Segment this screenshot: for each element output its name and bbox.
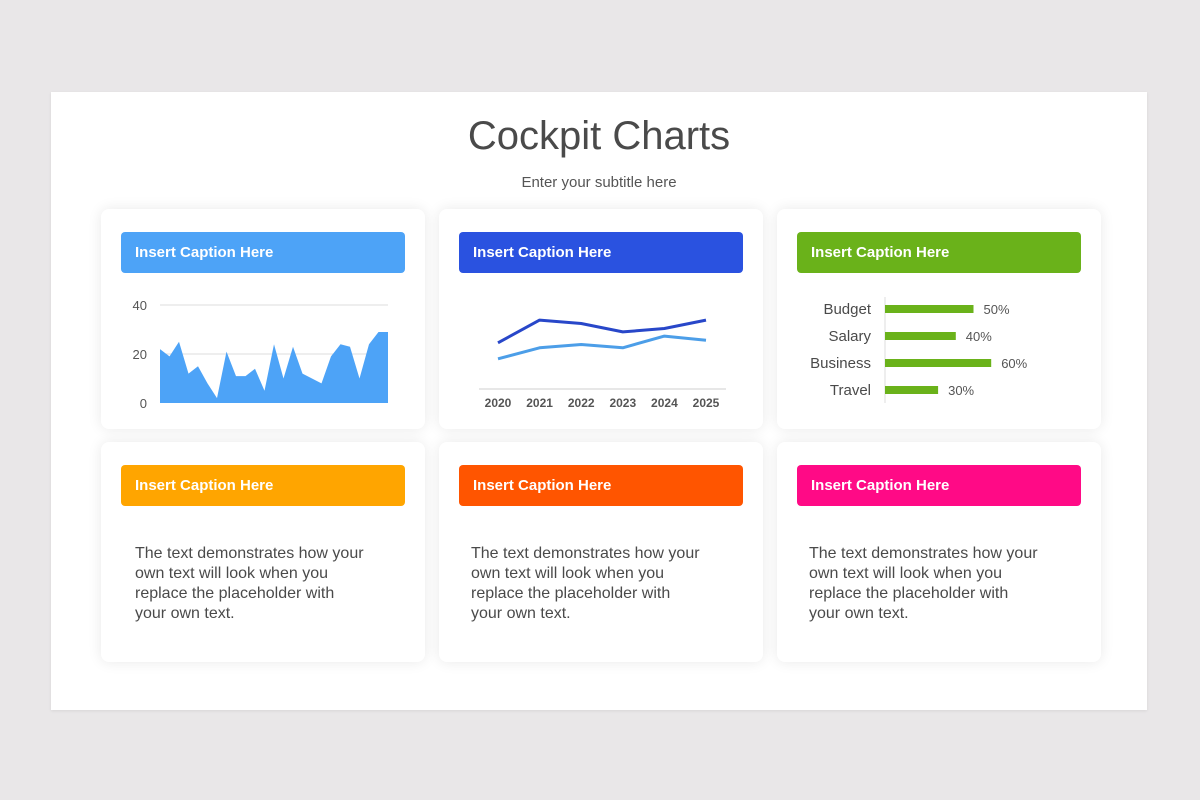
x-tick-label: 2024 [651,396,678,410]
x-tick-label: 2020 [485,396,512,410]
card-text: Insert Caption Here The text demonstrate… [439,442,763,662]
bar [885,332,956,340]
card-bar-chart: Insert Caption Here Budget 50% Salary 40% Bu… [777,209,1101,429]
line-chart: 2020 2021 2022 2023 2024 2025 [479,318,726,410]
x-tick-label: 2022 [568,396,595,410]
x-tick-label: 2025 [693,396,720,410]
card-caption: Insert Caption Here [121,232,405,273]
card-body-text: The text demonstrates how your own text … [471,545,700,622]
card-caption: Insert Caption Here [459,465,743,506]
page-title: Cockpit Charts [467,114,731,158]
category-label: Travel [830,382,871,399]
slide: Cockpit Charts Enter your subtitle here … [51,92,1147,710]
bar [885,359,992,367]
area-chart: 0 20 40 [133,298,388,411]
line-series [497,318,707,345]
card-text: Insert Caption Here The text demonstrate… [777,442,1101,662]
card-body-text: The text demonstrates how your own text … [809,545,1038,622]
card-caption: Insert Caption Here [797,232,1081,273]
page-subtitle: Enter your subtitle here [521,174,677,191]
y-tick-label: 40 [133,298,147,313]
x-tick-label: 2023 [609,396,636,410]
card-body-text: The text demonstrates how your own text … [135,545,364,622]
card-caption: Insert Caption Here [797,465,1081,506]
card-caption: Insert Caption Here [459,232,743,273]
card-caption: Insert Caption Here [121,465,405,506]
x-tick-label: 2021 [526,396,553,410]
bar-chart: Budget 50% Salary 40% Business 60% Travel 30% [810,297,1028,403]
y-tick-label: 20 [133,347,147,362]
bar [885,305,974,313]
area-series [160,332,388,403]
data-label: 30% [948,383,974,398]
data-label: 60% [1001,356,1027,371]
card-text: Insert Caption Here The text demonstrate… [101,442,425,662]
y-tick-label: 0 [140,396,147,411]
category-label: Budget [823,301,871,318]
bar [885,386,939,394]
category-label: Salary [828,328,871,345]
card-area-chart: Insert Caption Here 0 20 40 [101,209,425,429]
category-label: Business [810,355,871,372]
line-series [497,334,707,361]
data-label: 50% [984,302,1010,317]
card-line-chart: Insert Caption Here 2020 2021 2022 2023 2024… [439,209,763,429]
data-label: 40% [966,329,992,344]
